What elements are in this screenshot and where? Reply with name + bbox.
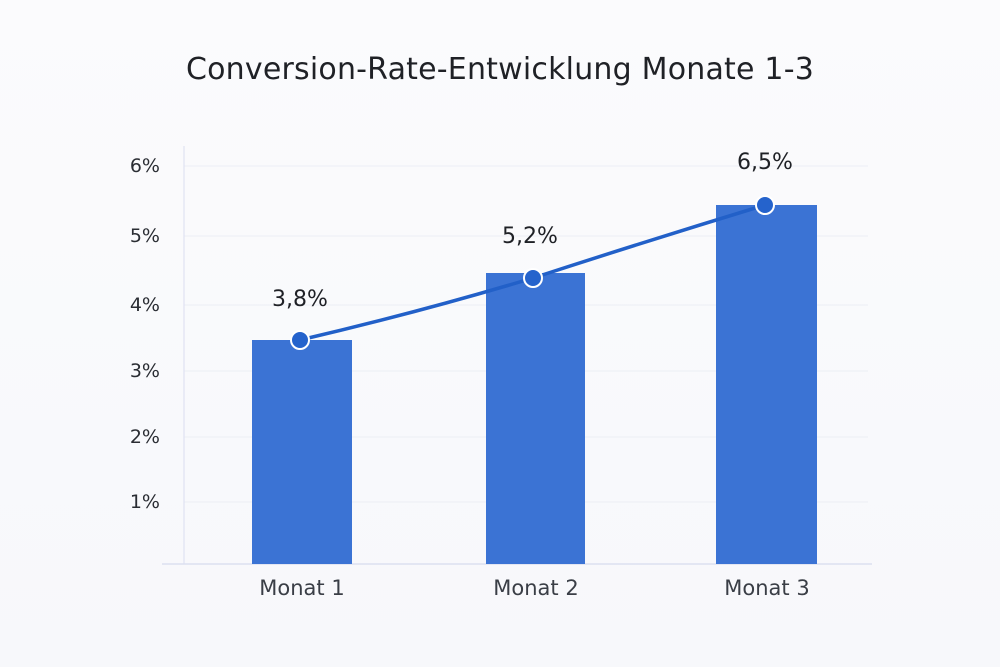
marker-monat-1[interactable] — [290, 330, 310, 350]
value-label-monat-1: 3,8% — [272, 287, 328, 312]
y-tick-label: 6% — [129, 155, 160, 177]
y-tick-label: 5% — [129, 225, 160, 247]
bar-monat-3[interactable] — [716, 205, 817, 564]
marker-monat-2[interactable] — [523, 268, 543, 288]
x-tick-label-monat-2: Monat 2 — [493, 576, 579, 600]
bar-monat-1[interactable] — [252, 340, 352, 564]
marker-monat-3[interactable] — [755, 195, 775, 215]
value-label-monat-3: 6,5% — [737, 150, 793, 175]
y-tick-label: 4% — [129, 294, 160, 316]
bar-monat-2[interactable] — [486, 273, 585, 564]
y-tick-label: 3% — [129, 360, 160, 382]
x-tick-label-monat-3: Monat 3 — [724, 576, 810, 600]
chart-title: Conversion-Rate-Entwicklung Monate 1-3 — [185, 52, 815, 87]
y-tick-label: 2% — [129, 426, 160, 448]
y-tick-label: 1% — [129, 491, 160, 513]
x-tick-label-monat-1: Monat 1 — [259, 576, 345, 600]
value-label-monat-2: 5,2% — [502, 224, 558, 249]
